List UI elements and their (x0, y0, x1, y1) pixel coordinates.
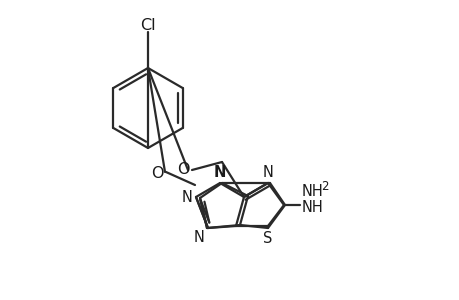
Text: 2: 2 (320, 181, 328, 194)
Text: S: S (263, 231, 272, 246)
Text: Cl: Cl (140, 17, 156, 32)
Text: N: N (182, 190, 193, 206)
Text: O: O (151, 166, 163, 181)
Text: O: O (176, 163, 189, 178)
Text: N: N (262, 165, 273, 180)
Text: N: N (213, 165, 226, 180)
Text: NH: NH (302, 184, 323, 200)
Text: NH: NH (302, 200, 323, 214)
Text: N: N (194, 230, 205, 245)
